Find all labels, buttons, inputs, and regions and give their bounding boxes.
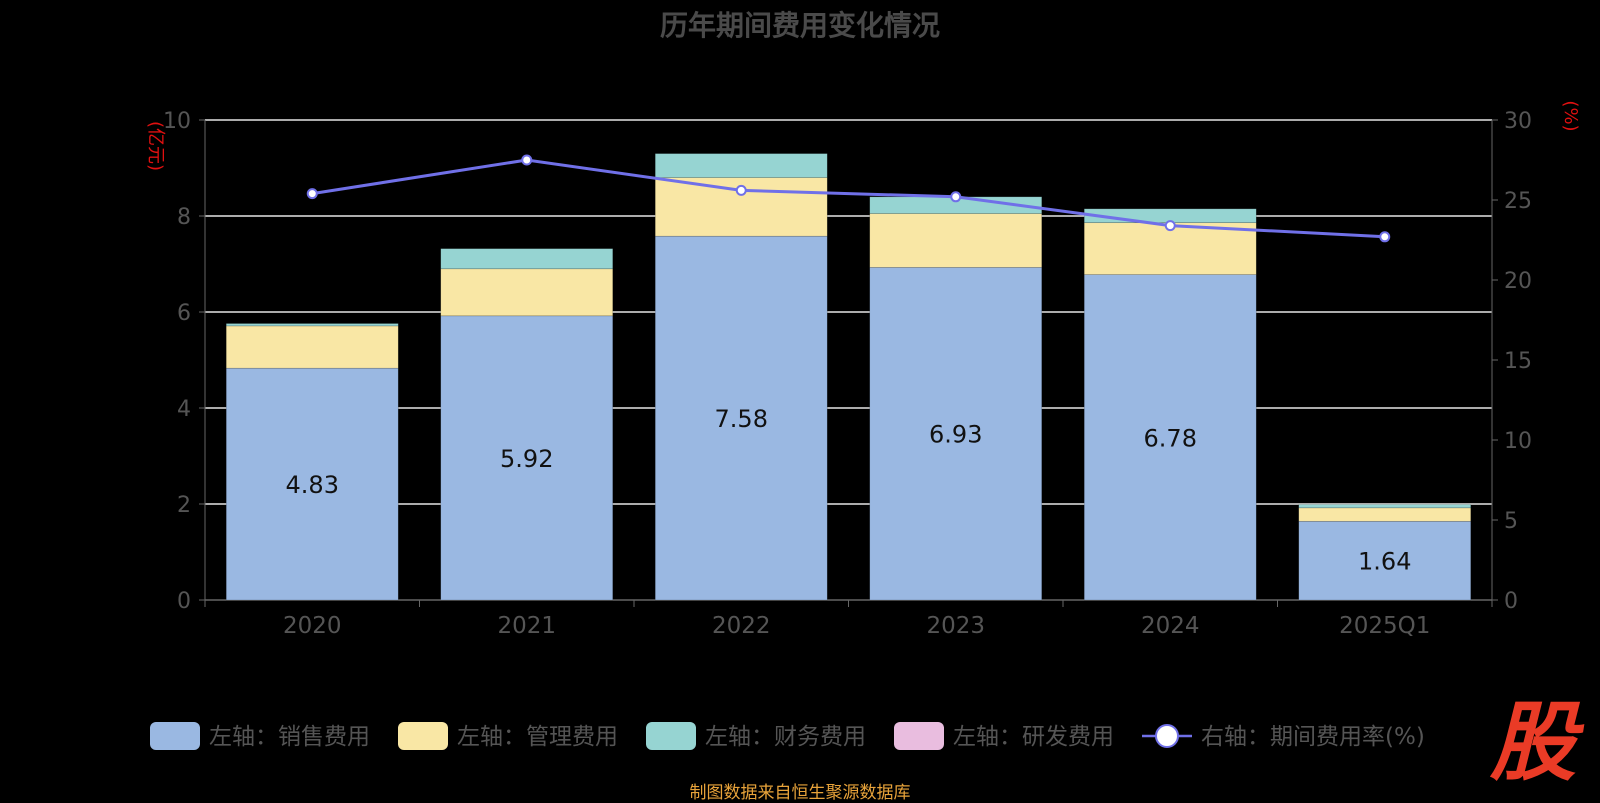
brand-logo: 股	[1490, 693, 1576, 793]
left-axis-unit: (亿元)	[145, 121, 166, 171]
right-axis-tick-label: 10	[1504, 429, 1532, 454]
right-axis-tick-label: 5	[1504, 509, 1518, 534]
expense-ratio-point	[735, 184, 747, 196]
expense-ratio-line	[312, 158, 1385, 239]
legend-label: 左轴：销售费用	[209, 724, 370, 750]
bar-segment	[654, 235, 828, 601]
legend-swatch	[150, 722, 200, 750]
data-source-note: 制图数据来自恒生聚源数据库	[689, 783, 911, 803]
right-axis-tick-label: 30	[1504, 109, 1532, 134]
legend-label: 右轴：期间费用率(%)	[1201, 724, 1425, 750]
legend-swatch	[398, 722, 448, 750]
legend-label: 左轴：财务费用	[705, 724, 866, 750]
bar-value-label: 6.78	[1144, 424, 1197, 452]
x-axis-tick-label: 2022	[712, 613, 771, 639]
bar-segment	[1083, 222, 1257, 275]
right-axis-tick-label: 15	[1504, 349, 1532, 374]
left-axis-tick-label: 6	[177, 301, 191, 326]
bar-segment	[654, 153, 828, 178]
left-axis-tick-label: 8	[177, 205, 191, 230]
bar-segment	[225, 323, 399, 327]
bar-segment	[440, 268, 614, 317]
right-axis-tick-label: 0	[1504, 589, 1518, 614]
bar-segment	[1298, 507, 1472, 522]
right-axis-tick-label: 25	[1504, 189, 1532, 214]
right-axis-tick-label: 20	[1504, 269, 1532, 294]
bar-segment	[1298, 520, 1472, 601]
left-axis-tick-label: 2	[177, 493, 191, 518]
x-axis-tick-label: 2021	[497, 613, 556, 639]
expense-ratio-point	[950, 191, 962, 203]
bar-segment	[440, 248, 614, 270]
bar-segment	[1298, 504, 1472, 509]
x-axis-tick-label: 2025Q1	[1339, 613, 1430, 639]
x-axis-tick-label: 2024	[1141, 613, 1200, 639]
legend-label: 左轴：研发费用	[953, 724, 1114, 750]
right-axis-unit: (%)	[1560, 100, 1581, 131]
x-axis-tick-label: 2023	[926, 613, 985, 639]
bar-segment	[1083, 274, 1257, 601]
bar-segment	[225, 325, 399, 369]
legend-swatch	[894, 722, 944, 750]
bar-segment	[869, 213, 1043, 268]
expense-ratio-point	[1379, 231, 1391, 243]
left-axis-tick-label: 0	[177, 589, 191, 614]
expense-ratio-point	[1164, 220, 1176, 232]
bar-value-label: 7.58	[715, 405, 768, 433]
bar-value-label: 5.92	[500, 445, 553, 473]
expense-ratio-point	[521, 154, 533, 166]
left-axis-tick-label: 10	[163, 109, 191, 134]
legend-swatch	[646, 722, 696, 750]
bar-value-label: 4.83	[286, 471, 339, 499]
bar-value-label: 6.93	[929, 421, 982, 449]
bar-segment	[440, 315, 614, 601]
left-axis-tick-label: 4	[177, 397, 191, 422]
legend-label: 左轴：管理费用	[457, 724, 618, 750]
bar-value-label: 1.64	[1358, 548, 1411, 576]
bar-segment	[225, 367, 399, 601]
legend-line-marker	[1155, 724, 1179, 748]
bar-segment	[869, 267, 1043, 601]
x-axis-tick-label: 2020	[283, 613, 342, 639]
chart-title: 历年期间费用变化情况	[659, 9, 940, 42]
expense-ratio-point	[306, 188, 318, 200]
